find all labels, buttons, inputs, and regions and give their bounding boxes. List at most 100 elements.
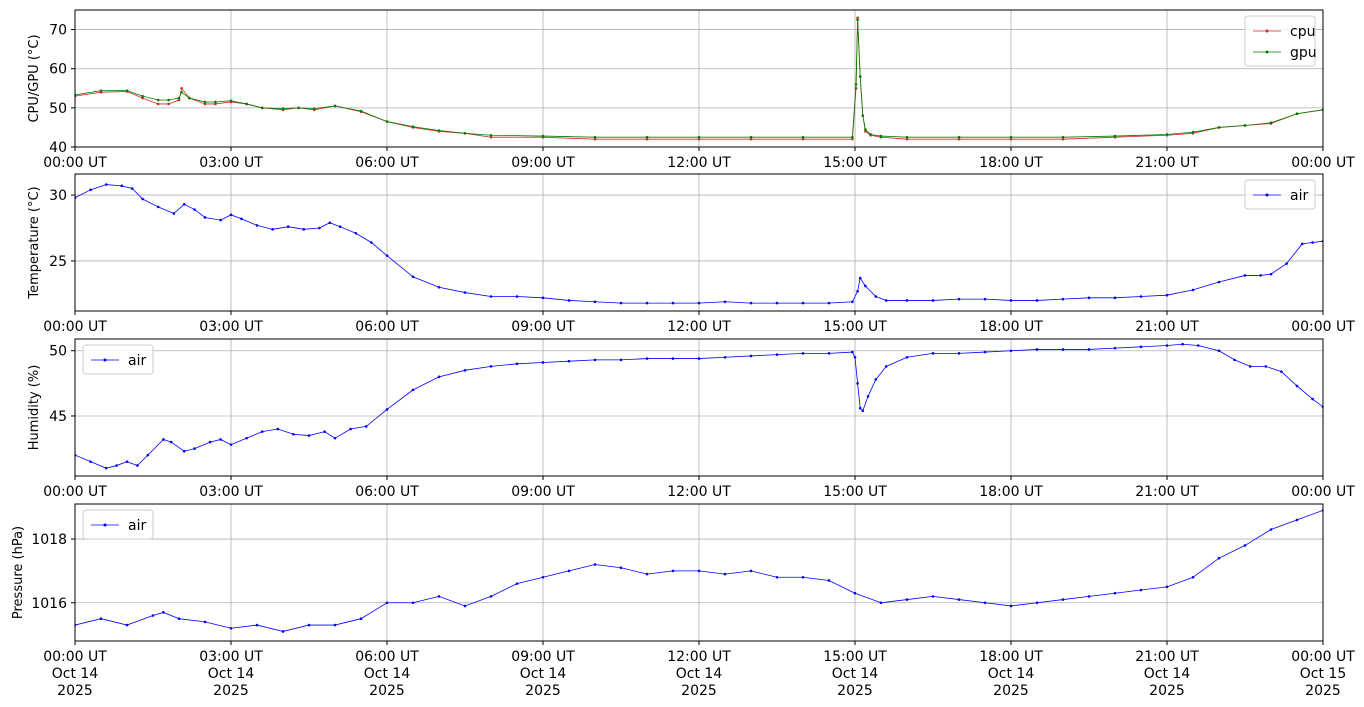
data-point-air — [931, 595, 935, 598]
data-point-air — [749, 569, 753, 573]
data-point-air — [156, 205, 160, 209]
data-point-cpu — [489, 135, 493, 139]
data-point-air — [515, 582, 519, 585]
legend-marker — [103, 358, 107, 362]
data-point-air — [364, 425, 368, 428]
data-point-air — [775, 575, 779, 579]
data-point-air — [879, 601, 883, 605]
data-point-air — [281, 630, 285, 633]
data-point-cpu — [801, 137, 805, 141]
data-point-cpu — [856, 16, 859, 20]
data-point-air — [115, 464, 118, 467]
y-tick-label: 50 — [49, 344, 67, 360]
data-point-air — [957, 297, 961, 301]
data-point-air — [593, 563, 597, 566]
data-point-air — [203, 620, 207, 624]
data-point-air — [749, 354, 753, 358]
data-point-gpu — [437, 129, 441, 132]
plot-frame — [74, 503, 1324, 642]
data-point-air — [271, 228, 274, 231]
data-point-air — [1269, 528, 1273, 531]
data-point-air — [338, 225, 342, 228]
data-point-cpu — [645, 137, 649, 141]
data-point-air — [1113, 591, 1117, 595]
data-point-gpu — [229, 99, 233, 103]
data-point-air — [567, 359, 571, 363]
data-point-air — [318, 226, 321, 230]
series-gpu — [75, 18, 1323, 139]
data-point-cpu — [851, 137, 854, 141]
data-point-cpu — [180, 86, 183, 90]
data-point-air — [1243, 544, 1247, 547]
y-axis-title: Pressure (hPa) — [11, 526, 26, 619]
x-tick-label: 06:00 UT Oct 14 2025 — [355, 649, 419, 699]
y-tick-label: 40 — [49, 140, 67, 156]
data-point-air — [697, 301, 701, 305]
data-point-air — [349, 427, 352, 431]
data-point-air — [593, 358, 597, 362]
x-tick-label: 03:00 UT — [199, 319, 263, 335]
x-tick-label: 03:00 UT — [199, 155, 263, 171]
data-point-air — [874, 295, 878, 298]
data-point-air — [1285, 262, 1288, 265]
data-point-air — [1295, 518, 1299, 522]
data-point-air — [801, 301, 805, 305]
data-point-air — [1061, 598, 1065, 601]
data-point-air — [208, 440, 212, 444]
data-point-air — [1113, 346, 1117, 350]
data-point-air — [1035, 348, 1039, 351]
data-point-air — [671, 569, 675, 573]
data-point-gpu — [697, 135, 701, 139]
data-point-air — [983, 601, 987, 605]
data-point-air — [1243, 274, 1247, 277]
data-point-air — [437, 375, 441, 379]
data-point-air — [307, 623, 311, 627]
data-point-air — [1217, 556, 1221, 560]
data-point-gpu — [359, 109, 363, 113]
data-point-air — [1295, 384, 1299, 388]
data-point-gpu — [180, 90, 183, 94]
data-point-air — [203, 216, 207, 219]
data-point-air — [385, 254, 389, 257]
data-point-air — [172, 212, 176, 215]
data-point-air — [1139, 295, 1143, 298]
data-point-air — [1248, 365, 1252, 368]
x-tick-label: 03:00 UT — [199, 484, 263, 500]
data-point-air — [884, 365, 888, 368]
data-point-air — [89, 460, 92, 463]
data-point-air — [723, 572, 727, 576]
y-axis-title: CPU/GPU (°C) — [27, 34, 42, 122]
data-point-cpu — [1009, 137, 1013, 141]
legend: cpu gpu — [1244, 15, 1317, 67]
data-point-air — [385, 601, 389, 605]
legend-marker — [1265, 29, 1269, 33]
x-tick-label: 21:00 UT — [1135, 484, 1199, 500]
data-point-air — [697, 569, 701, 573]
data-point-air — [240, 217, 243, 221]
data-point-air — [219, 438, 222, 441]
data-point-air — [749, 301, 753, 305]
data-point-gpu — [281, 107, 285, 110]
data-point-air — [723, 300, 727, 304]
y-axis-title: Temperature (°C) — [27, 186, 42, 299]
data-point-gpu — [869, 133, 872, 136]
data-point-air — [957, 352, 961, 355]
x-tick-label: 00:00 UT — [1291, 484, 1355, 500]
y-tick-label: 25 — [49, 254, 67, 270]
data-point-gpu — [385, 120, 389, 123]
data-point-gpu — [1243, 124, 1247, 127]
data-point-air — [1113, 296, 1117, 300]
data-point-air — [851, 300, 854, 304]
legend-label: air — [1290, 188, 1308, 204]
data-point-air — [146, 453, 150, 457]
data-point-air — [229, 443, 233, 446]
data-point-air — [162, 611, 165, 614]
data-point-air — [1300, 242, 1304, 246]
legend: air — [82, 509, 154, 540]
data-point-gpu — [854, 83, 858, 86]
data-point-air — [1087, 348, 1091, 351]
data-point-air — [957, 598, 961, 601]
data-point-gpu — [99, 89, 103, 92]
data-point-gpu — [333, 104, 337, 108]
data-point-air — [983, 297, 987, 301]
